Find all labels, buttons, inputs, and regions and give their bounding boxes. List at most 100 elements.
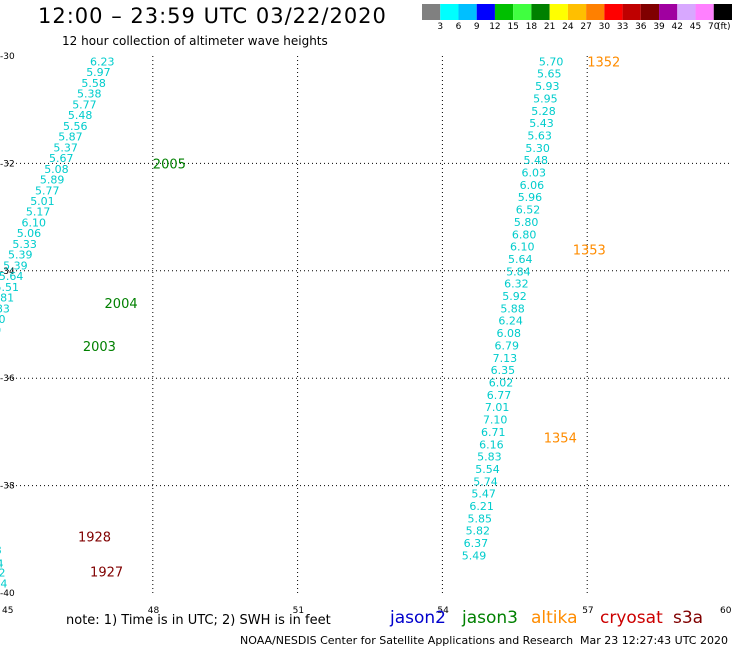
swh-label: 5.51 <box>0 281 19 294</box>
color-scale-swatch <box>476 4 495 20</box>
lat-tick-label: -34 <box>0 267 15 277</box>
time-label: 2003 <box>83 340 116 355</box>
lat-tick-label: -40 <box>0 589 15 599</box>
credit-text: NOAA/NESDIS Center for Satellite Applica… <box>240 634 574 647</box>
satellite-legend-jason2: jason2 <box>390 608 446 628</box>
color-scale-swatch <box>513 4 532 20</box>
swh-label: 6.02 <box>489 376 513 389</box>
color-scale-label: 18 <box>525 22 538 32</box>
swh-label: 6.71 <box>481 426 506 439</box>
swh-label: 5.48 <box>68 109 93 122</box>
swh-label: 5.06 <box>17 227 42 240</box>
color-scale-bar <box>422 4 732 20</box>
swh-label: 5.47 <box>471 488 496 501</box>
color-scale-label: 9 <box>473 22 480 32</box>
time-label: 1352 <box>587 55 620 70</box>
swh-label: 6.10 <box>510 241 535 254</box>
color-scale-swatch <box>567 4 587 20</box>
swh-label: 4.12 <box>0 567 5 580</box>
swh-label: 4.74 <box>0 577 7 590</box>
swh-label: 5.96 <box>518 191 543 204</box>
swh-label: 4.04 <box>0 557 4 570</box>
color-scale-label: 36 <box>635 22 647 32</box>
swh-label: 4.60 <box>0 313 5 326</box>
color-scale-label: 15 <box>507 22 519 32</box>
swh-label: 5.56 <box>63 120 88 133</box>
color-scale-swatch <box>677 4 696 20</box>
swh-label: 4.83 <box>0 302 10 315</box>
swh-label: 5.82 <box>466 525 491 538</box>
swh-label: 5.92 <box>502 290 527 303</box>
color-scale-label: 12 <box>489 22 501 32</box>
lat-tick-label: -32 <box>0 159 15 169</box>
swh-label: 5.97 <box>86 66 111 79</box>
swh-label: 6.21 <box>469 500 494 513</box>
swh-label: 6.03 <box>522 167 547 180</box>
swh-label: 7.01 <box>485 401 510 414</box>
time-label: 1928 <box>78 531 111 546</box>
swh-label: 5.67 <box>49 152 74 165</box>
swh-label: 5.37 <box>53 141 78 154</box>
swh-label: 6.52 <box>516 204 541 217</box>
color-scale-label: (ft) <box>717 22 731 32</box>
footnote: note: 1) Time is in UTC; 2) SWH is in fe… <box>66 613 331 628</box>
swh-label: 5.64 <box>508 253 533 266</box>
color-scale-swatch <box>659 4 678 20</box>
color-scale-swatch <box>640 4 660 20</box>
color-scale-label: 21 <box>543 22 556 32</box>
time-label: 2004 <box>105 297 138 312</box>
swh-label: 5.49 <box>462 549 487 562</box>
swh-label: 5.58 <box>81 77 106 90</box>
color-scale-label: 3 <box>437 22 444 32</box>
swh-label: 5.84 <box>506 265 531 278</box>
color-scale-label: 27 <box>580 22 592 32</box>
swh-label: 5.08 <box>44 163 68 176</box>
swh-label: 5.87 <box>58 131 83 144</box>
swh-label: 6.16 <box>479 438 504 451</box>
color-scale-label: 42 <box>671 22 684 32</box>
lon-tick-label: 54 <box>437 606 449 616</box>
color-scale-label: 24 <box>562 22 574 32</box>
color-scale-label: 33 <box>616 22 629 32</box>
lon-tick-label: 45 <box>2 606 13 616</box>
swh-label: 5.01 <box>30 195 55 208</box>
swh-label: 5.77 <box>35 184 60 197</box>
swh-label: 5.43 <box>529 117 554 130</box>
swh-label: 5.83 <box>477 451 502 464</box>
time-label: 2005 <box>153 157 186 172</box>
color-scale-swatch <box>422 4 441 20</box>
color-scale-swatch <box>531 4 550 20</box>
color-scale-swatch <box>622 4 641 20</box>
color-scale-swatch <box>586 4 605 20</box>
lat-tick-label: -38 <box>0 482 15 492</box>
satellite-legend-s3a: s3a <box>673 608 704 628</box>
swh-label: 5.88 <box>500 302 525 315</box>
generated-timestamp: Mar 23 12:27:43 UTC 2020 <box>580 634 728 647</box>
time-label: 1354 <box>544 431 577 446</box>
color-scale-label: 30 <box>598 22 611 32</box>
swh-label: 5.89 <box>40 174 65 187</box>
swh-label: 5.38 <box>77 88 102 101</box>
swh-label: 4.48 <box>0 544 2 557</box>
swh-label: 5.80 <box>514 216 539 229</box>
lat-tick-label: -30 <box>0 52 15 62</box>
color-scale-swatch <box>713 4 732 20</box>
swh-label: 7.10 <box>483 414 508 427</box>
color-scale-labels: 3 6 9 12 15 18 21 24 27 30 33 36 39 42 45 70 (ft) <box>422 22 732 34</box>
swh-label: 5.65 <box>537 68 562 81</box>
swh-label: 6.08 <box>496 327 521 340</box>
lat-tick-label: -36 <box>0 374 15 384</box>
color-scale-label: 70 <box>708 22 720 32</box>
color-scale-swatch <box>440 4 459 20</box>
color-scale-swatch <box>604 4 623 20</box>
color-scale-swatch <box>458 4 477 20</box>
color-scale-swatch <box>695 4 714 20</box>
swh-label: 5.54 <box>475 463 500 476</box>
swh-label: 6.37 <box>464 537 489 550</box>
swh-label: 6.32 <box>504 278 529 291</box>
swh-label: 5.85 <box>467 512 492 525</box>
swh-label: 5.39 <box>8 249 33 262</box>
swh-label: 6.06 <box>520 179 545 192</box>
color-scale-label: 39 <box>653 22 665 32</box>
swh-label: 5.30 <box>525 142 550 155</box>
